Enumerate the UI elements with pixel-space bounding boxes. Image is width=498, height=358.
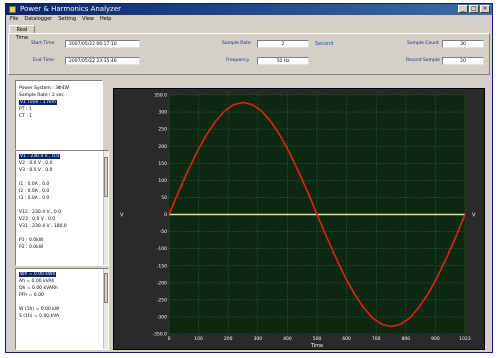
x-tick-label: 100 — [194, 336, 203, 342]
y-tick-label: -50 — [160, 229, 167, 235]
measure-line: V23 : 0.0 V , 0.0 — [19, 217, 56, 222]
end-time-field[interactable]: 2007/05/22 23:35:46 — [65, 57, 140, 65]
measure-line: V12 : 230.4 V , 0.0 — [19, 210, 62, 215]
info-selected-text: V1 Time : 1 mm — [19, 100, 57, 105]
y-tick-label: 100 — [158, 178, 167, 184]
measure-line: I2 : 0.0A , 0.0 — [19, 189, 50, 194]
y-tick-label: -350.0 — [152, 332, 167, 338]
y-tick-label: 250 — [158, 127, 167, 133]
menu-view[interactable]: View — [82, 16, 95, 22]
menu-datalogger[interactable]: Datalogger — [24, 16, 53, 22]
measure-line: P2 : 0.0kW — [19, 245, 44, 250]
x-tick-label: 1023 — [459, 336, 471, 342]
info-line: PT : 1 — [19, 107, 32, 112]
scroll-thumb[interactable] — [104, 273, 108, 303]
end-time-label: End Time — [33, 58, 54, 63]
x-tick-label: 0 — [168, 336, 171, 342]
power-line: Qh = 0.00 kVARh — [19, 286, 58, 291]
frequency-field[interactable]: 50 Hz — [257, 57, 309, 65]
side-label-left: V — [120, 213, 124, 219]
menu-bar: File Datalogger Setting View Help — [6, 15, 492, 24]
side-label-right: V — [472, 213, 476, 219]
x-axis-label: Time — [310, 343, 323, 349]
x-tick-label: 600 — [342, 336, 351, 342]
power-line: Ah = 0.00 kVAh — [19, 279, 55, 284]
info-line-selected[interactable]: V1 Time : 1 mm — [19, 100, 57, 105]
power-selected-text: Wh = 0.00 kWh — [19, 272, 57, 277]
system-info-list[interactable]: Power System : 3Φ4W Sample Rate : 2 sec … — [15, 80, 103, 150]
app-icon — [9, 6, 16, 13]
sample-count-field[interactable]: 30 — [442, 40, 484, 48]
power-line: W (1h) = 0.00 kW — [19, 307, 60, 312]
y-tick-label: 200 — [158, 144, 167, 150]
y-tick-label: 300 — [158, 110, 167, 116]
close-button[interactable]: × — [480, 5, 490, 13]
sample-rate-unit: Second — [315, 41, 334, 47]
y-tick-label: 50 — [161, 195, 167, 201]
menu-file[interactable]: File — [10, 16, 19, 22]
measure-line: V31 : 230.4 V , 180.0 — [19, 224, 67, 229]
power-line: PFh = 0.00 — [19, 293, 44, 298]
record-sample-label: Record Sample — [406, 58, 440, 63]
power-summary-list[interactable]: Wh = 0.00 kWh Ah = 0.00 kVAh Qh = 0.00 k… — [15, 268, 109, 350]
main-window: Power & Harmonics Analyzer _ □ × File Da… — [5, 3, 493, 353]
minimize-button[interactable]: _ — [458, 5, 468, 13]
voltage-waveform — [168, 101, 466, 328]
power-scrollbar[interactable] — [103, 269, 108, 349]
record-sample-field[interactable]: 20 — [442, 57, 484, 65]
sample-rate-field[interactable]: 2 — [257, 40, 309, 48]
info-line: Power System : 3Φ4W — [19, 86, 69, 91]
header-panel: Start Time 2007/05/22 06:17:10 End Time … — [8, 33, 490, 75]
measure-selected-text: V1 : 230.4 V , 0.0 — [19, 154, 61, 159]
info-line: CT : 1 — [19, 114, 33, 119]
window-title: Power & Harmonics Analyzer — [20, 5, 122, 13]
measure-line-selected[interactable]: V1 : 230.4 V , 0.0 — [19, 154, 61, 159]
sample-rate-label: Sample Rate — [222, 41, 251, 46]
y-tick-label: -100 — [157, 246, 167, 252]
y-tick-label: 0 — [164, 212, 167, 218]
y-tick-label: -150 — [157, 263, 167, 269]
measure-line: I3 : 0.0A , 0.0 — [19, 196, 50, 201]
menu-help[interactable]: Help — [100, 16, 112, 22]
sample-count-label: Sample Count — [407, 41, 439, 46]
power-line-selected[interactable]: Wh = 0.00 kWh — [19, 272, 57, 277]
x-tick-label: 300 — [254, 336, 263, 342]
title-bar: Power & Harmonics Analyzer _ □ × — [6, 4, 492, 15]
scroll-thumb[interactable] — [104, 157, 108, 197]
measurement-list[interactable]: V1 : 230.4 V , 0.0 V2 : 0.0 V , 0.0 V3 :… — [15, 150, 109, 266]
measure-line: I1 : 0.0A , 0.0 — [19, 182, 50, 187]
start-time-label: Start Time — [31, 41, 55, 46]
x-tick-label: 900 — [431, 336, 440, 342]
x-tick-label: 500 — [313, 336, 322, 342]
waveform-panel: 0 100 200 300 400 500 600 700 800 900 1023 350.0 300… — [113, 88, 485, 350]
start-time-field[interactable]: 2007/05/22 06:17:10 — [65, 40, 140, 48]
tab-real-time[interactable]: Real Time — [9, 25, 35, 41]
x-tick-label: 800 — [402, 336, 411, 342]
y-tick-label: -300 — [157, 315, 167, 321]
y-tick-label: -200 — [157, 280, 167, 286]
measure-line: P1 : 0.0kW — [19, 238, 44, 243]
y-tick-label: -250 — [157, 297, 167, 303]
power-line: S (1h) = 0.00 kVA — [19, 314, 60, 319]
frequency-label: Frequency — [226, 58, 250, 63]
waveform-chart[interactable]: 0 100 200 300 400 500 600 700 800 900 1023350.0300… — [114, 89, 484, 349]
x-tick-label: 400 — [283, 336, 292, 342]
menu-setting[interactable]: Setting — [58, 16, 77, 22]
measure-line: V2 : 0.0 V , 0.0 — [19, 161, 53, 166]
x-tick-label: 200 — [224, 336, 233, 342]
y-tick-label: 150 — [158, 161, 167, 167]
measurement-scrollbar[interactable] — [103, 151, 108, 265]
measure-line: V3 : 0.0 V , 0.0 — [19, 168, 53, 173]
x-tick-label: 700 — [372, 336, 381, 342]
info-line: Sample Rate : 2 sec — [19, 93, 64, 98]
y-tick-label: 350.0 — [154, 93, 167, 99]
maximize-button[interactable]: □ — [469, 5, 479, 13]
